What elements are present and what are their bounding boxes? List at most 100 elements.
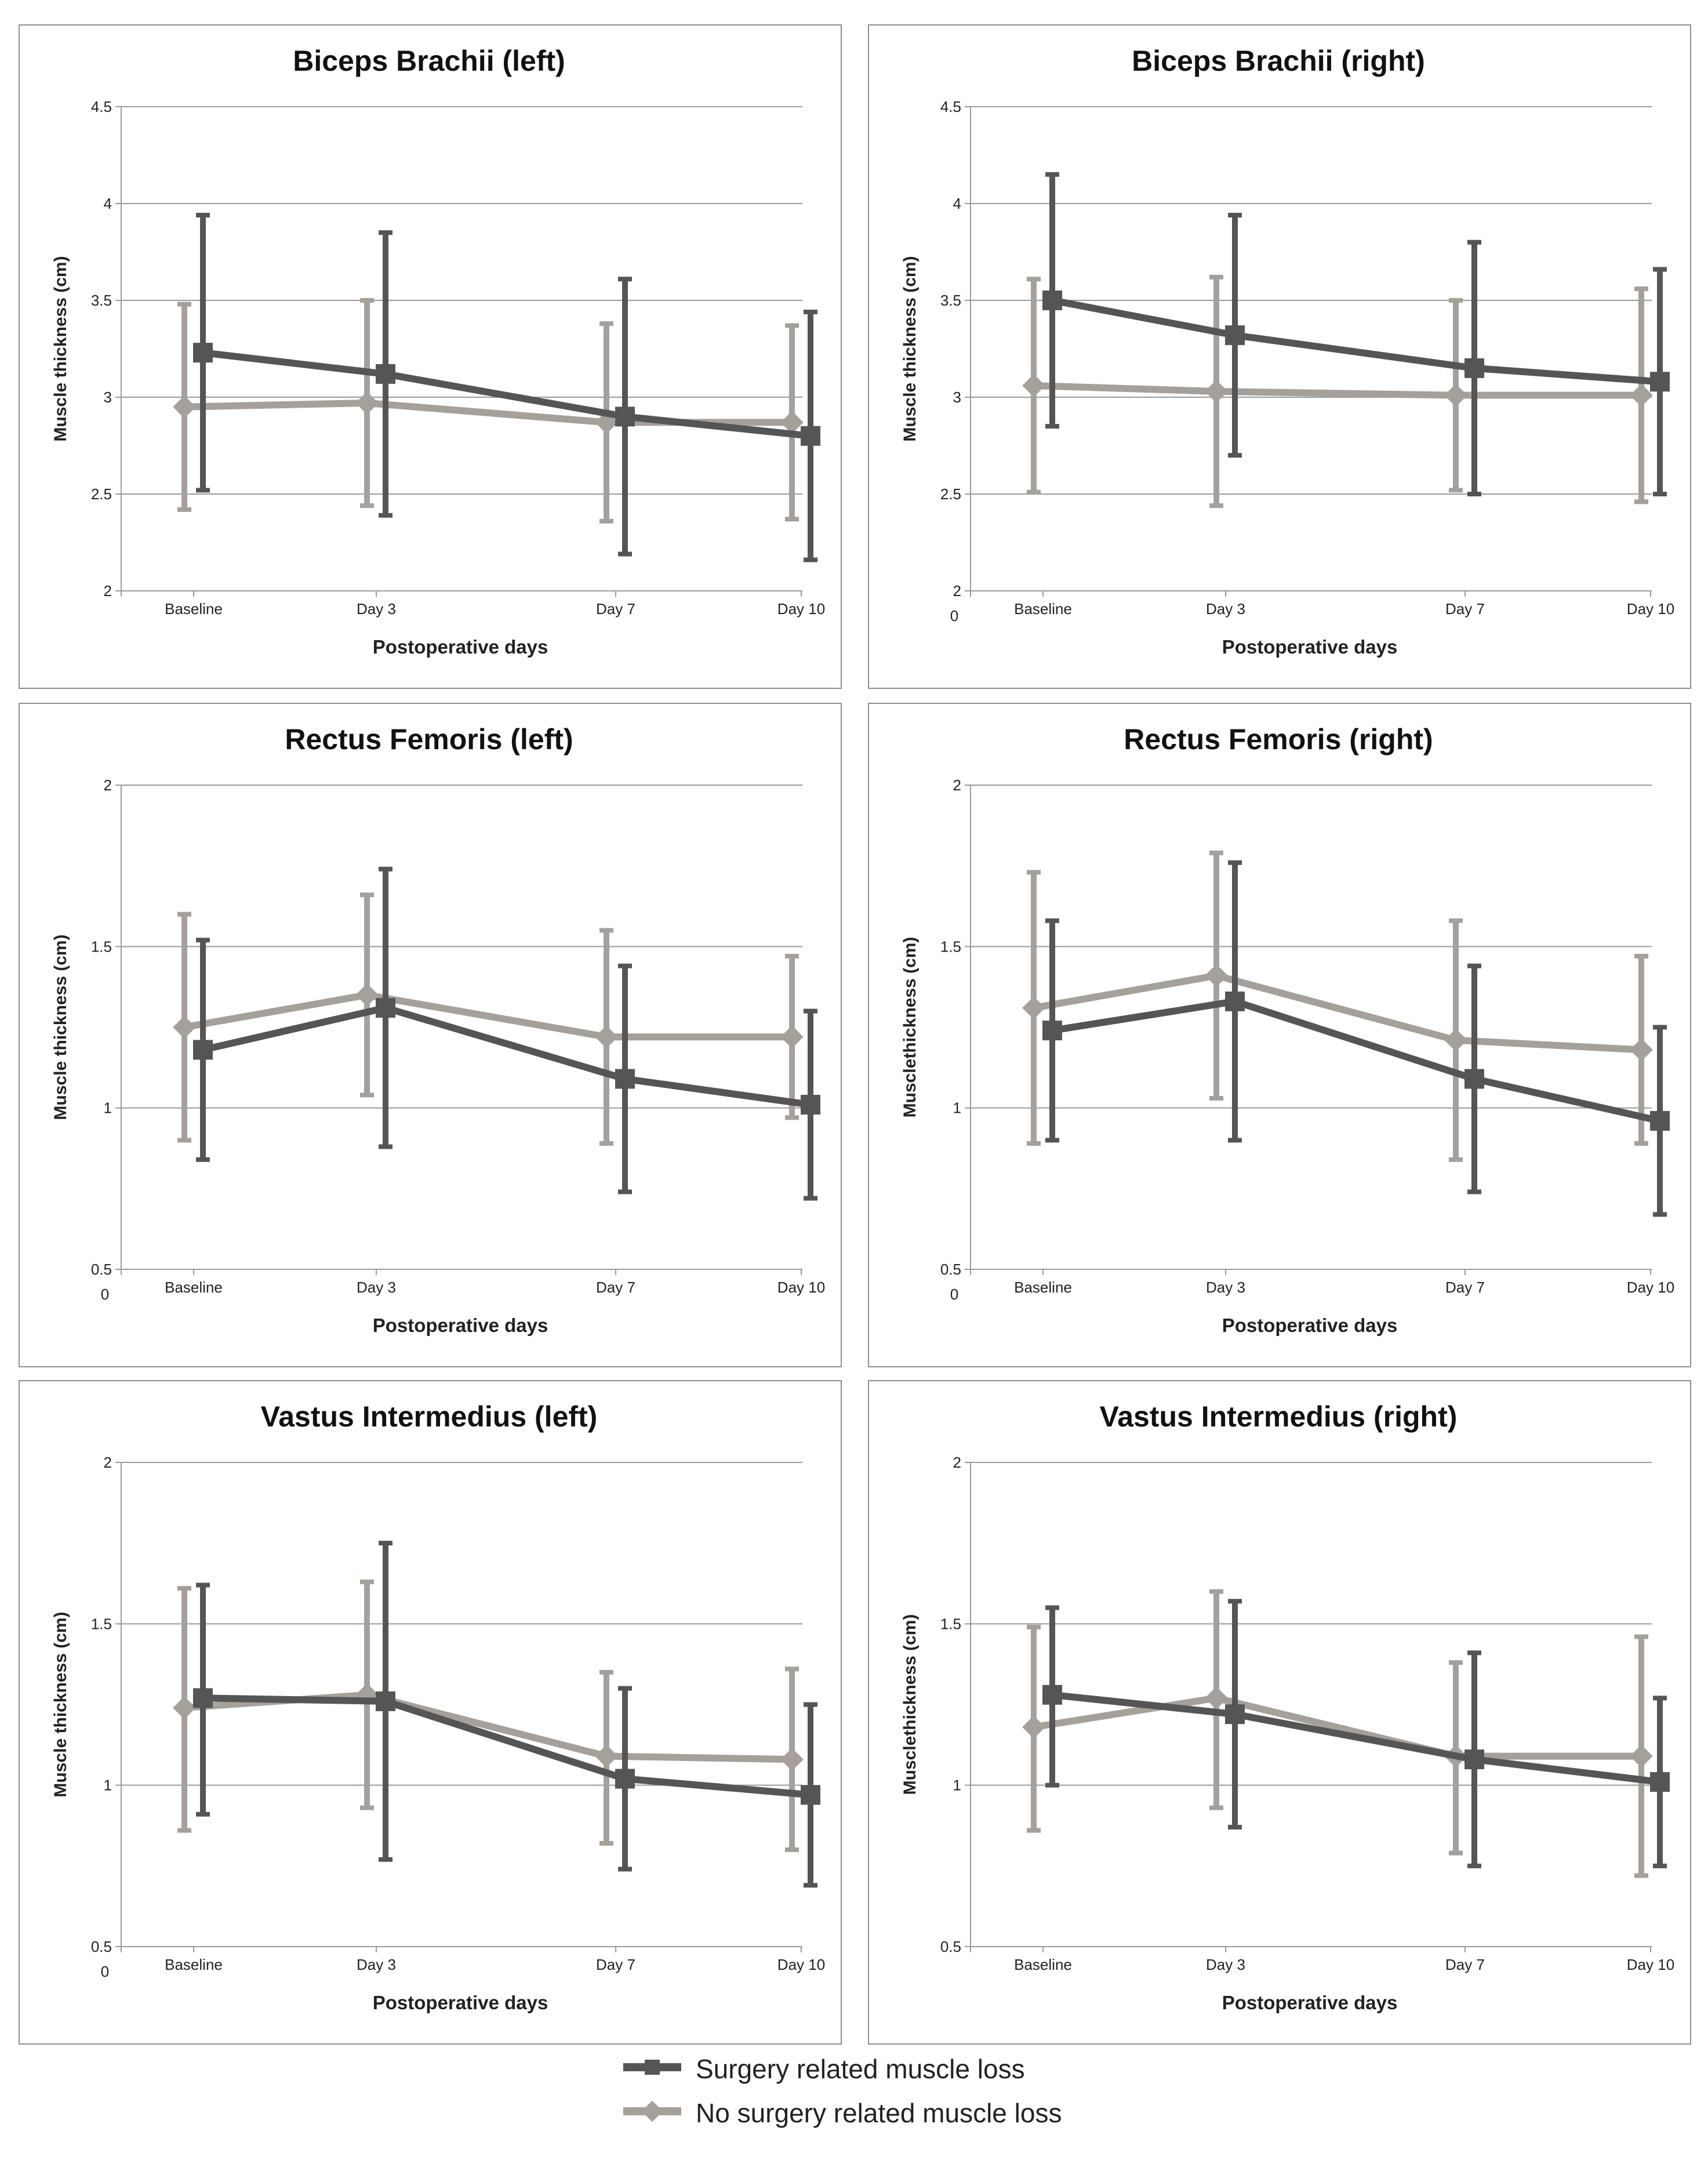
y-axis-label: Muscle thickness (cm) — [51, 1611, 70, 1797]
chart-svg: Biceps Brachii (right) 2 2.5 3 3.5 4 4.5 0 Basel… — [900, 45, 1674, 658]
y-tick-label: 1 — [953, 1777, 961, 1794]
y-tick-label: 0.5 — [940, 1938, 961, 1955]
y-tick-label: 2 — [953, 776, 961, 794]
series-line-surgery — [1052, 997, 1661, 1124]
y-tick-label: 1.5 — [940, 938, 961, 955]
chart-svg: Vastus Intermedius (left) 0.5 1 1.5 2 0 Baseli… — [51, 1400, 825, 2013]
legend-label-no-surgery: No surgery related muscle loss — [696, 2098, 1062, 2128]
data-point-surgery — [1464, 358, 1484, 378]
x-axis-label: Postoperative days — [1222, 1992, 1398, 2013]
y-tick-label: 2 — [104, 1454, 112, 1471]
data-point-surgery — [376, 998, 395, 1018]
series-line-no-surgery — [184, 1691, 793, 1763]
data-point-surgery — [376, 1691, 395, 1711]
y-axis-label: Musclethickness (cm) — [900, 1614, 920, 1795]
chart-svg: Vastus Intermedius (right) 0.5 1 1.5 2 Baseli… — [900, 1400, 1674, 2013]
x-tick-label: Day 7 — [1445, 1956, 1485, 1973]
y-tick-label: 1 — [104, 1777, 112, 1794]
y-tick-label: 4 — [104, 195, 112, 212]
data-point-surgery — [1225, 991, 1245, 1011]
x-tick-label: Baseline — [1014, 1279, 1072, 1296]
y-tick-label: 0.5 — [940, 1261, 961, 1278]
data-point-no-surgery — [595, 1025, 618, 1048]
data-point-surgery — [193, 343, 213, 363]
x-tick-label: Day 7 — [1445, 1279, 1485, 1296]
series-line-surgery — [1051, 297, 1660, 386]
data-point-surgery — [1464, 1749, 1484, 1770]
series-line-surgery — [202, 1694, 811, 1799]
series-line-surgery — [1052, 1691, 1660, 1786]
data-point-no-surgery — [780, 411, 804, 434]
data-point-no-surgery — [355, 391, 379, 415]
chart-svg: Rectus Femoris (right) 0.5 1 1.5 2 0 Baseline D… — [900, 723, 1674, 1336]
data-point-no-surgery — [595, 1744, 618, 1768]
data-point-no-surgery — [173, 1015, 196, 1039]
y-tick-label: 4.5 — [91, 98, 112, 115]
series-line-no-surgery — [1033, 972, 1642, 1054]
data-point-surgery — [801, 1785, 820, 1805]
x-tick-label: Baseline — [165, 1956, 223, 1973]
chart-panel-rectus-left: Rectus Femoris (left) 0.5 1 1.5 2 0 Baseline Da… — [19, 703, 842, 1367]
data-point-no-surgery — [1630, 383, 1653, 407]
data-point-no-surgery — [1022, 374, 1045, 397]
y-tick-label: 4.5 — [940, 98, 961, 115]
data-point-surgery — [801, 1095, 820, 1115]
y-tick-label: 0.5 — [91, 1938, 112, 1955]
chart-title: Vastus Intermedius (left) — [261, 1400, 598, 1433]
data-point-no-surgery — [1022, 1715, 1045, 1739]
x-tick-label: Day 7 — [596, 600, 635, 618]
x-tick-label: Day 7 — [1445, 600, 1485, 618]
legend-item-surgery: Surgery related muscle loss — [623, 2050, 1145, 2085]
y-tick-label: 2.5 — [940, 485, 961, 503]
data-point-surgery — [1650, 372, 1670, 392]
data-point-surgery — [1042, 1685, 1062, 1705]
y-axis-label: Muscle thickness (cm) — [900, 256, 920, 441]
data-point-no-surgery — [1205, 964, 1228, 988]
y-tick-label: 2 — [104, 776, 112, 794]
y-tick-label: 1 — [104, 1099, 112, 1117]
x-tick-label: Day 3 — [357, 1279, 396, 1296]
x-axis-label: Postoperative days — [373, 1315, 548, 1336]
x-axis-label: Postoperative days — [373, 636, 548, 658]
data-point-no-surgery — [1630, 1038, 1653, 1062]
data-point-surgery — [615, 406, 635, 427]
data-point-surgery — [1650, 1772, 1670, 1792]
legend-label-surgery: Surgery related muscle loss — [696, 2054, 1025, 2084]
x-tick-label: Day 10 — [1627, 600, 1674, 618]
x-tick-label: Baseline — [165, 600, 223, 618]
y-tick-label: 2.5 — [91, 485, 112, 503]
chart-panel-vastus-right: Vastus Intermedius (right) 0.5 1 1.5 2 Baseli… — [868, 1380, 1691, 2045]
data-point-no-surgery — [1630, 1744, 1653, 1768]
series-line-no-surgery — [1033, 382, 1641, 399]
y-tick-label: 3.5 — [91, 292, 112, 309]
data-point-surgery — [193, 1688, 213, 1708]
series-line-surgery — [202, 349, 811, 440]
data-point-surgery — [1225, 325, 1245, 346]
y-tick-label: 2 — [953, 582, 961, 600]
x-origin-label: 0 — [950, 1286, 958, 1303]
chart-svg: Rectus Femoris (left) 0.5 1 1.5 2 0 Baseline Da… — [51, 723, 825, 1336]
data-point-no-surgery — [780, 1025, 804, 1048]
data-point-no-surgery — [173, 1696, 196, 1719]
x-axis-label: Postoperative days — [1222, 1315, 1398, 1336]
data-point-no-surgery — [1022, 996, 1045, 1019]
y-tick-label: 1.5 — [91, 1615, 112, 1632]
data-point-no-surgery — [1205, 380, 1228, 403]
y-tick-label: 3.5 — [940, 292, 961, 309]
chart-panel-biceps-left: Biceps Brachii (left) 2 2.5 3 3.5 4 4.5 Baselin… — [19, 24, 842, 689]
x-tick-label: Day 3 — [1206, 1956, 1245, 1973]
y-tick-label: 1.5 — [91, 938, 112, 955]
x-tick-label: Day 10 — [777, 1956, 825, 1973]
series-line-no-surgery — [183, 991, 792, 1041]
x-tick-label: Baseline — [1014, 1956, 1072, 1973]
chart-title: Vastus Intermedius (right) — [1100, 1400, 1458, 1433]
chart-title: Rectus Femoris (right) — [1124, 723, 1433, 756]
x-tick-label: Day 10 — [777, 600, 825, 618]
series-line-surgery — [202, 1004, 811, 1109]
legend-swatch-surgery — [623, 2060, 681, 2075]
series-line-no-surgery — [184, 400, 792, 426]
y-tick-label: 4 — [953, 195, 961, 212]
data-point-surgery — [1042, 1021, 1062, 1041]
chart-panel-vastus-left: Vastus Intermedius (left) 0.5 1 1.5 2 0 Baseli… — [19, 1380, 842, 2045]
chart-title: Rectus Femoris (left) — [285, 723, 573, 756]
